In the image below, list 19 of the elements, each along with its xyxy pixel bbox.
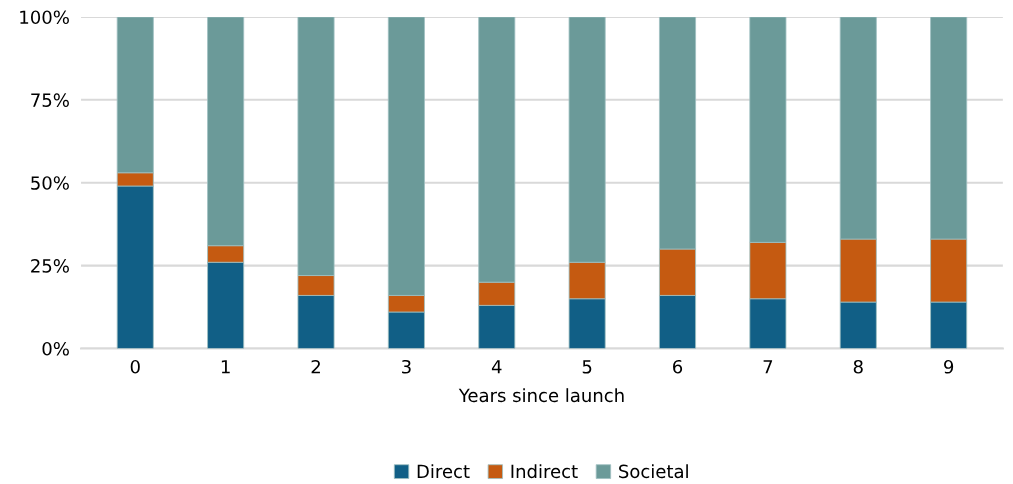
x-tick-label: 4 (491, 360, 502, 374)
x-tick-label: 5 (582, 360, 592, 374)
legend-label: Direct (417, 464, 470, 479)
x-tick-label: 7 (763, 360, 773, 374)
x-tick-label: 9 (944, 359, 954, 374)
y-tick-label: 0% (42, 341, 69, 356)
x-tick-label: 1 (221, 360, 230, 374)
y-tick-label: 100% (20, 10, 69, 25)
x-tick-label: 0 (130, 359, 140, 374)
x-tick-label: 8 (853, 359, 863, 374)
x-axis-title: Years since launch (458, 388, 624, 403)
legend-label: Indirect (511, 464, 578, 479)
legend-label: Societal (619, 464, 688, 479)
y-tick-label: 50% (31, 176, 69, 190)
x-tick-label: 3 (402, 359, 411, 374)
y-tick-label: 25% (31, 259, 69, 273)
x-tick-label: 6 (673, 359, 683, 374)
x-tick-label: 2 (311, 359, 320, 374)
y-tick-label: 75% (31, 93, 69, 107)
